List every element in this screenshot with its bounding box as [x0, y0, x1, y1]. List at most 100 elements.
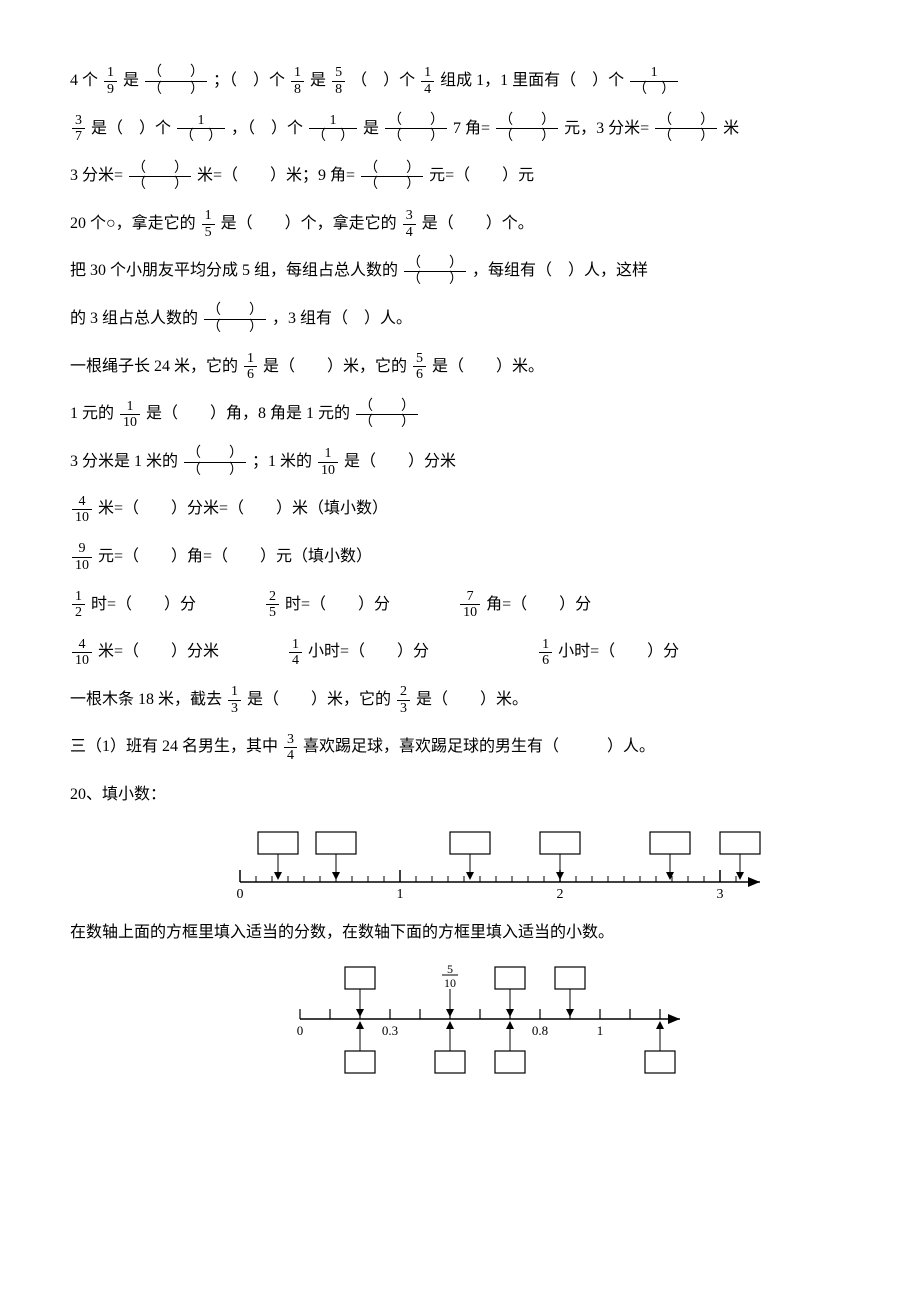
frac-blank: （ ）（ ）: [145, 65, 207, 97]
frac-5-8: 58: [332, 65, 345, 97]
line-5: 把 30 个小朋友平均分成 5 组，每组占总人数的 （ ）（ ） ，每组有（ ）…: [70, 250, 850, 292]
svg-text:0.3: 0.3: [382, 1023, 398, 1038]
line-16: 20、填小数：: [70, 774, 850, 816]
line-4: 20 个○，拿走它的 15 是（ ）个，拿走它的 34 是（ ）个。: [70, 203, 850, 245]
text: 是（ ）分米: [344, 453, 456, 470]
line-3: 3 分米= （ ）（ ） 米=（ ）米；9 角= （ ）（ ） 元=（ ）元: [70, 155, 850, 197]
text: 3 分米是 1 米的: [70, 453, 178, 470]
frac-3-7: 37: [72, 113, 85, 145]
frac-1-4: 14: [421, 65, 434, 97]
frac-2-5: 25: [266, 589, 279, 621]
text: 米=（ ）分米: [98, 643, 219, 660]
text: 小时=（ ）分: [558, 643, 679, 660]
frac-3-4: 34: [403, 208, 416, 240]
text: 7 角=: [453, 120, 490, 137]
text: 角=（ ）分: [486, 596, 591, 613]
line-13: 410 米=（ ）分米 14 小时=（ ）分 16 小时=（ ）分: [70, 631, 850, 673]
text: 是（ ）米。: [416, 691, 528, 708]
text: ，3 组有（ ）人。: [272, 310, 412, 327]
text: 一根木条 18 米，截去: [70, 691, 222, 708]
text: 在数轴上面的方框里填入适当的分数，在数轴下面的方框里填入适当的小数。: [70, 924, 614, 941]
frac-1-6: 16: [244, 351, 257, 383]
line-12: 12 时=（ ）分 25 时=（ ）分 710 角=（ ）分: [70, 584, 850, 626]
svg-text:2: 2: [557, 887, 564, 902]
line-15: 三（1）班有 24 名男生，其中 34 喜欢踢足球，喜欢踢足球的男生有（ ）人。: [70, 726, 850, 768]
frac-blank: （ ）（ ）: [385, 113, 447, 145]
text: 1 元的: [70, 405, 114, 422]
text: 一根绳子长 24 米，它的: [70, 358, 238, 375]
line-8: 1 元的 110 是（ ）角，8 角是 1 元的 （ ）（ ）: [70, 393, 850, 435]
text: 时=（ ）分: [91, 596, 196, 613]
text: 米=（ ）分米=（ ）米（填小数）: [98, 500, 388, 517]
frac-1-10: 110: [120, 399, 140, 431]
frac-2-3: 23: [397, 684, 410, 716]
line-11: 910 元=（ ）角=（ ）元（填小数）: [70, 536, 850, 578]
svg-text:5: 5: [447, 962, 453, 976]
line-1: 4 个 19 是 （ ）（ ） ；（ ）个 18 是 58 （ ）个 14 组成…: [70, 60, 850, 102]
text: 米: [723, 120, 739, 137]
text: 是（ ）个，拿走它的: [221, 215, 397, 232]
line-9: 3 分米是 1 米的 （ ）（ ） ；1 米的 110 是（ ）分米: [70, 441, 850, 483]
frac-1-2: 12: [72, 589, 85, 621]
text: 是（ ）个: [91, 120, 171, 137]
text: 是（ ）米，它的: [263, 358, 407, 375]
line-10: 410 米=（ ）分米=（ ）米（填小数）: [70, 488, 850, 530]
text: ；（ ）个: [213, 72, 285, 89]
text: 是: [363, 120, 379, 137]
text: ，每组有（ ）人，这样: [472, 262, 648, 279]
text: 三（1）班有 24 名男生，其中: [70, 738, 278, 755]
text: 喜欢踢足球，喜欢踢足球的男生有（ ）人。: [303, 738, 655, 755]
svg-text:0: 0: [297, 1023, 304, 1038]
text: 小时=（ ）分: [308, 643, 429, 660]
line-6: 的 3 组占总人数的 （ ）（ ） ，3 组有（ ）人。: [70, 298, 850, 340]
text: 把 30 个小朋友平均分成 5 组，每组占总人数的: [70, 262, 398, 279]
text: 是（ ）米，它的: [247, 691, 391, 708]
frac-1-blank: 1（ ）: [177, 113, 225, 145]
frac-1-6: 16: [539, 637, 552, 669]
numberline-1: 0 1 2 3: [220, 822, 850, 902]
svg-text:1: 1: [597, 1023, 604, 1038]
svg-text:3: 3: [717, 887, 724, 902]
frac-1-4: 14: [289, 637, 302, 669]
frac-4-10: 410: [72, 494, 92, 526]
text: 4 个: [70, 72, 98, 89]
text: 的 3 组占总人数的: [70, 310, 198, 327]
frac-1-9: 19: [104, 65, 117, 97]
text: 是（ ）米。: [432, 358, 544, 375]
text: 时=（ ）分: [285, 596, 390, 613]
frac-9-10: 910: [72, 541, 92, 573]
frac-7-10: 710: [460, 589, 480, 621]
frac-5-6: 56: [413, 351, 426, 383]
text: 组成 1，1 里面有（ ）个: [440, 72, 624, 89]
text: 3 分米=: [70, 167, 123, 184]
frac-4-10: 410: [72, 637, 92, 669]
frac-1-10: 110: [318, 446, 338, 478]
svg-text:0.8: 0.8: [532, 1023, 548, 1038]
text: 是: [123, 72, 139, 89]
frac-blank: （ ）（ ）: [496, 113, 558, 145]
text: 20 个○，拿走它的: [70, 215, 196, 232]
frac-blank: （ ）（ ）: [655, 113, 717, 145]
text: （ ）个: [351, 72, 415, 89]
text: 是（ ）个。: [422, 215, 534, 232]
svg-text:1: 1: [397, 887, 404, 902]
frac-blank: （ ）（ ）: [129, 161, 191, 193]
line-17: 在数轴上面的方框里填入适当的分数，在数轴下面的方框里填入适当的小数。: [70, 912, 850, 954]
svg-text:0: 0: [237, 887, 244, 902]
line-7: 一根绳子长 24 米，它的 16 是（ ）米，它的 56 是（ ）米。: [70, 346, 850, 388]
frac-blank: （ ）（ ）: [356, 399, 418, 431]
frac-1-5: 15: [202, 208, 215, 240]
line-14: 一根木条 18 米，截去 13 是（ ）米，它的 23 是（ ）米。: [70, 679, 850, 721]
numberline-2-svg: 00.30.81510: [270, 959, 710, 1079]
frac-1-blank: 1（ ）: [630, 65, 678, 97]
text: 米=（ ）米；9 角=: [197, 167, 355, 184]
frac-1-blank: 1（ ）: [309, 113, 357, 145]
text: 20、填小数：: [70, 786, 166, 803]
numberline-2: 00.30.81510: [270, 959, 850, 1079]
frac-1-3: 13: [228, 684, 241, 716]
text: 是: [310, 72, 326, 89]
line-2: 37 是（ ）个 1（ ） ，（ ）个 1（ ） 是 （ ）（ ） 7 角= （…: [70, 108, 850, 150]
text: 元，3 分米=: [564, 120, 649, 137]
frac-blank: （ ）（ ）: [361, 161, 423, 193]
frac-1-8: 18: [291, 65, 304, 97]
